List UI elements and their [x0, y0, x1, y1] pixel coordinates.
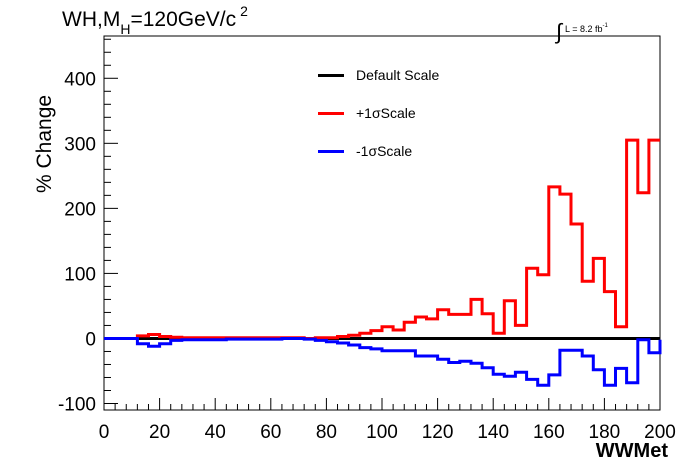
legend-entry-minus-sigma: -1σScale: [318, 132, 439, 170]
x-axis-label: WWMet: [595, 440, 668, 462]
title-rest: =120GeV/c: [130, 8, 237, 31]
y-tick-label: 100: [64, 264, 96, 285]
luminosity-label: ∫ L = 8.2 fb-1: [556, 12, 608, 44]
y-axis-label: % Change: [33, 94, 56, 193]
x-tick-label: 200: [644, 422, 676, 443]
title-subscript: H: [120, 21, 131, 37]
x-tick-label: 180: [589, 422, 621, 443]
legend-entry-plus-sigma: +1σScale: [318, 94, 439, 132]
legend-swatch-minus-sigma: [318, 149, 344, 153]
x-tick-label: 140: [477, 422, 509, 443]
title-main: WH,M: [62, 8, 121, 31]
luminosity-text: L = 8.2 fb: [565, 24, 603, 34]
x-tick-label: 80: [316, 422, 337, 443]
x-tick-label: 40: [205, 422, 226, 443]
series-plus-sigma-line: [104, 138, 660, 340]
x-tick-label: 160: [533, 422, 565, 443]
x-tick-label: 0: [99, 422, 110, 443]
legend-label-plus-sigma: +1σScale: [356, 105, 416, 121]
legend-label-default: Default Scale: [356, 67, 440, 83]
x-tick-label: 100: [366, 422, 398, 443]
y-tick-label: 0: [85, 329, 96, 350]
chart-title: WH,MH=120GeV/c 2: [62, 3, 248, 37]
legend-label-minus-sigma: -1σScale: [356, 143, 413, 159]
y-tick-label: 300: [64, 134, 96, 155]
x-tick-label: 20: [149, 422, 170, 443]
y-tick-label: 200: [64, 199, 96, 220]
integral-symbol: ∫: [556, 19, 563, 44]
y-tick-label: 400: [64, 69, 96, 90]
title-superscript: 2: [240, 3, 248, 19]
legend: Default Scale +1σScale -1σScale: [318, 56, 439, 170]
legend-entry-default: Default Scale: [318, 56, 439, 94]
luminosity-superscript: -1: [602, 23, 608, 29]
x-tick-label: 60: [260, 422, 281, 443]
series-minus-sigma-line: [104, 337, 662, 387]
legend-swatch-default: [318, 73, 344, 77]
x-tick-label: 120: [422, 422, 454, 443]
y-tick-label: -100: [58, 394, 96, 415]
legend-swatch-plus-sigma: [318, 111, 344, 115]
